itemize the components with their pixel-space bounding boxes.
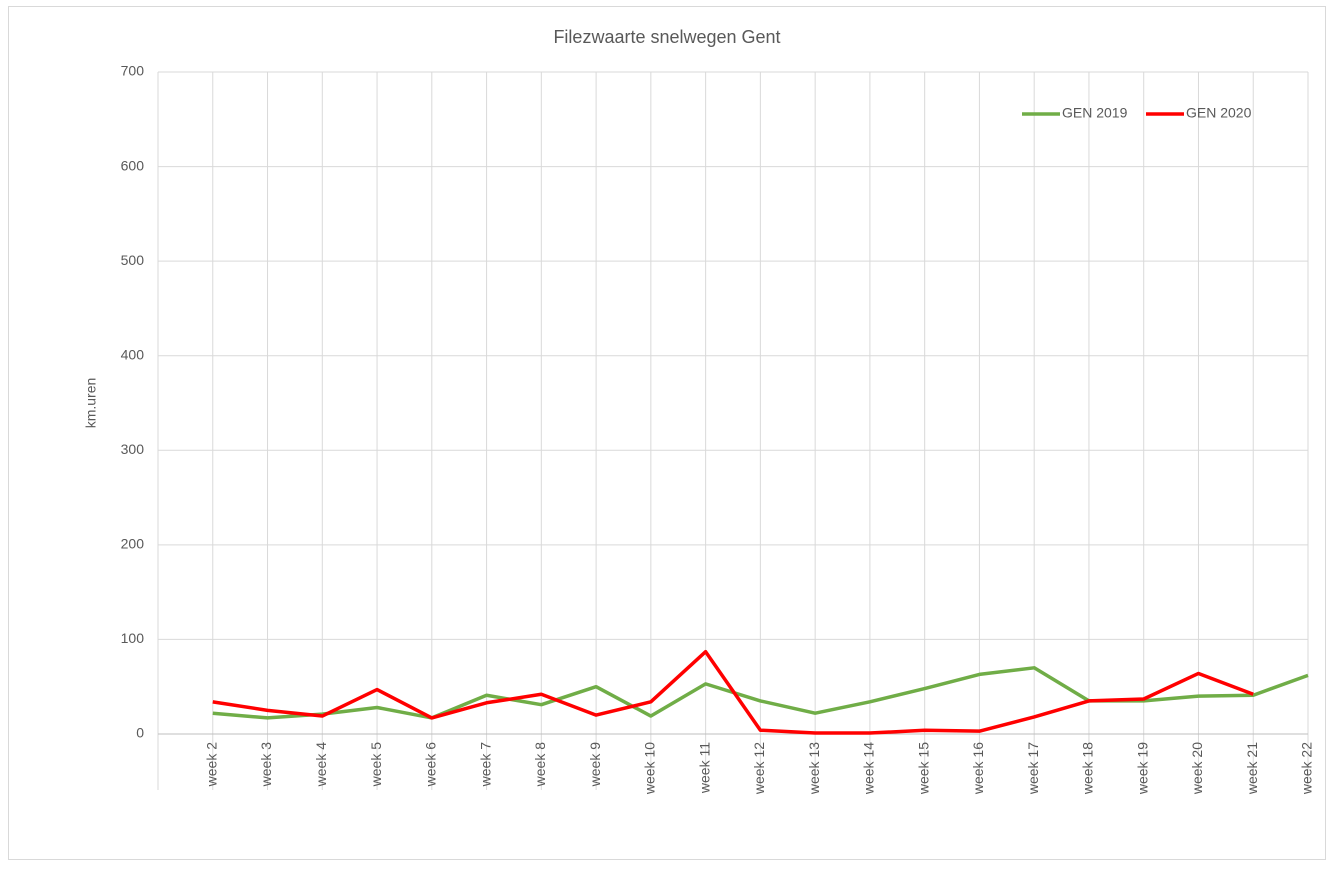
x-tick-label: week 2 <box>203 742 219 788</box>
y-tick-label: 0 <box>136 725 144 741</box>
x-tick-label: week 17 <box>1025 742 1041 795</box>
series-line <box>212 649 1254 735</box>
y-tick-label: 700 <box>121 63 145 79</box>
y-tick-label: 300 <box>121 441 145 457</box>
x-tick-label: week 19 <box>1134 742 1150 795</box>
y-axis-label: km.uren <box>83 378 99 429</box>
chart-title: Filezwaarte snelwegen Gent <box>553 27 780 47</box>
x-tick-label: week 15 <box>915 742 931 795</box>
x-tick-label: week 21 <box>1244 742 1260 795</box>
legend-label: GEN 2019 <box>1062 105 1128 121</box>
y-tick-label: 100 <box>121 630 145 646</box>
x-tick-label: week 16 <box>970 742 986 795</box>
x-tick-label: week 10 <box>642 742 658 795</box>
y-tick-label: 200 <box>121 536 145 552</box>
x-tick-label: week 8 <box>532 742 548 788</box>
x-tick-label: week 7 <box>477 742 493 788</box>
y-tick-label: 400 <box>121 346 145 362</box>
x-tick-label: week 14 <box>861 742 877 795</box>
x-tick-label: week 12 <box>751 742 767 795</box>
x-tick-label: week 20 <box>1189 742 1205 795</box>
y-tick-label: 600 <box>121 157 145 173</box>
x-tick-label: week 9 <box>587 742 603 788</box>
x-tick-label: week 3 <box>258 742 274 788</box>
x-tick-label: week 22 <box>1299 742 1315 795</box>
x-tick-label: week 5 <box>368 742 384 788</box>
y-tick-label: 500 <box>121 252 145 268</box>
x-tick-label: week 6 <box>423 742 439 788</box>
x-tick-label: week 4 <box>313 742 329 788</box>
x-tick-label: week 18 <box>1080 742 1096 795</box>
x-tick-label: week 11 <box>696 742 712 794</box>
x-tick-label: week 13 <box>806 742 822 795</box>
legend-label: GEN 2020 <box>1186 105 1252 121</box>
chart-border <box>8 6 1326 860</box>
